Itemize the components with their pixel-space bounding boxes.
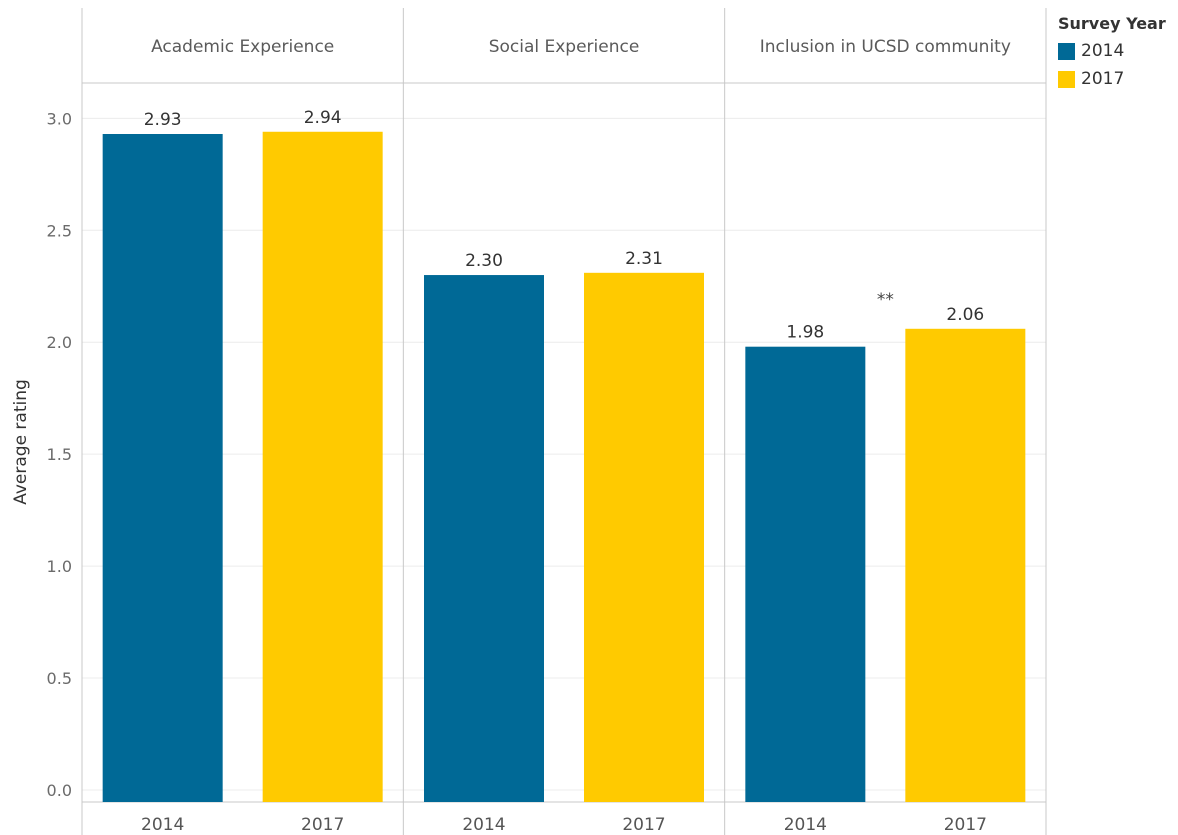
gridlines — [82, 117, 1046, 791]
y-axis-title: Average rating — [11, 379, 31, 505]
bars — [102, 131, 1026, 803]
bar-2017[interactable] — [905, 328, 1026, 802]
y-tick-label: 1.0 — [47, 557, 72, 576]
data-label: 2.30 — [465, 251, 503, 271]
bar-2014[interactable] — [424, 275, 544, 802]
y-tick-label: 2.0 — [47, 333, 72, 352]
y-tick-label: 0.0 — [47, 781, 72, 800]
legend-item-2017[interactable]: 2017 — [1058, 65, 1176, 93]
data-labels: 2.93 2.94 2.30 2.31 1.98 2.06 ** — [144, 108, 985, 343]
y-tick-label: 3.0 — [47, 109, 72, 128]
data-label: 2.31 — [625, 249, 663, 269]
x-category-label: 2014 — [462, 815, 505, 835]
legend-label-2017: 2017 — [1081, 69, 1125, 89]
data-label: 2.93 — [144, 110, 182, 130]
y-axis-ticks: 0.0 0.5 1.0 1.5 2.0 2.5 3.0 — [47, 109, 72, 800]
legend-title: Survey Year — [1058, 14, 1166, 33]
legend-swatch-2017 — [1058, 70, 1075, 88]
bar-2017[interactable] — [262, 131, 383, 802]
significance-annotation: ** — [877, 290, 894, 310]
legend-label-2014: 2014 — [1081, 41, 1125, 61]
x-category-label: 2017 — [301, 815, 344, 835]
x-category-label: 2017 — [622, 815, 665, 835]
panel-title: Social Experience — [489, 37, 640, 57]
legend-item-2014[interactable]: 2014 — [1058, 37, 1176, 65]
y-tick-label: 2.5 — [47, 221, 72, 240]
panel-title: Inclusion in UCSD community — [760, 37, 1011, 57]
data-label: 1.98 — [786, 323, 824, 343]
panel-titles: Academic Experience Social Experience Incl… — [151, 37, 1011, 57]
data-label: 2.94 — [304, 108, 342, 128]
x-category-label: 2017 — [944, 815, 987, 835]
x-axis-categories: 2014 2017 2014 2017 2014 2017 — [141, 815, 987, 835]
legend: Survey Year 2014 2017 — [1058, 14, 1176, 93]
x-category-label: 2014 — [784, 815, 827, 835]
bar-2017[interactable] — [584, 272, 704, 803]
panel-frame — [81, 8, 1047, 835]
y-tick-label: 0.5 — [47, 669, 72, 688]
legend-swatch-2014 — [1058, 42, 1075, 60]
panel-title: Academic Experience — [151, 37, 334, 57]
bar-2014[interactable] — [745, 346, 866, 802]
data-label: 2.06 — [946, 305, 984, 325]
y-tick-label: 1.5 — [47, 445, 72, 464]
x-category-label: 2014 — [141, 815, 184, 835]
bar-2014[interactable] — [102, 134, 223, 802]
